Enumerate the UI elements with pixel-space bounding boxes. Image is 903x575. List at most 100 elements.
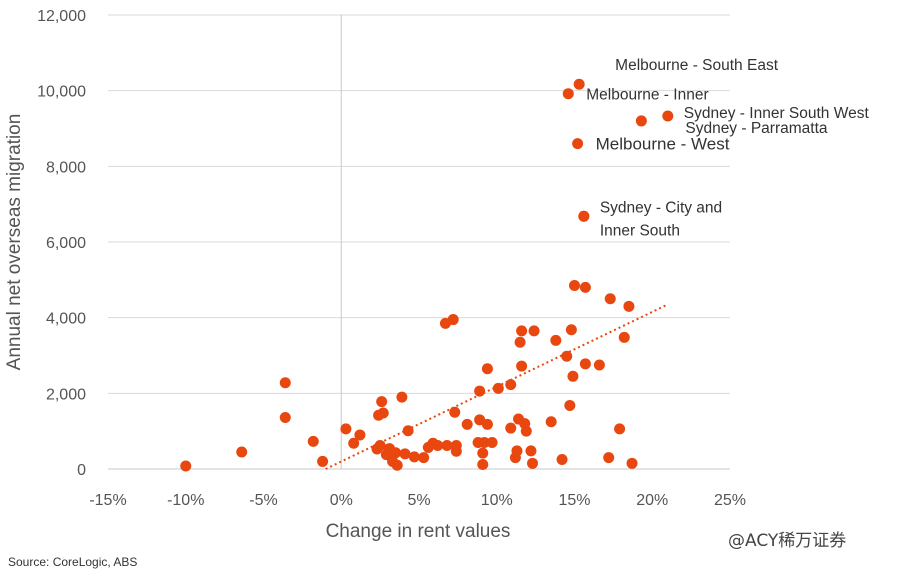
data-point xyxy=(402,425,414,437)
labeled-data-point xyxy=(578,210,590,222)
data-point xyxy=(450,445,462,457)
data-point xyxy=(348,437,360,449)
data-point xyxy=(593,359,605,371)
data-point xyxy=(564,399,576,411)
data-point xyxy=(391,459,403,471)
data-point xyxy=(516,325,528,337)
data-point xyxy=(354,429,366,441)
y-tick-label: 8,000 xyxy=(46,159,86,176)
data-point xyxy=(432,440,444,452)
x-tick-label: 10% xyxy=(481,492,513,509)
data-point xyxy=(603,452,615,464)
point-label: Sydney - Inner South West xyxy=(684,105,870,122)
data-point xyxy=(441,440,453,452)
data-point xyxy=(550,334,562,346)
data-point xyxy=(528,325,540,337)
data-point xyxy=(236,446,248,458)
data-point xyxy=(317,455,329,467)
x-tick-label: 20% xyxy=(636,492,668,509)
data-point xyxy=(556,454,568,466)
y-tick-labels: 0 2,000 4,000 6,000 8,000 10,000 12,000 xyxy=(37,8,86,479)
x-tick-label: -10% xyxy=(167,492,204,509)
x-tick-label: -15% xyxy=(89,492,126,509)
data-point xyxy=(569,280,580,292)
data-point xyxy=(447,314,459,326)
data-point xyxy=(481,418,493,430)
data-point xyxy=(579,358,591,370)
y-tick-label: 12,000 xyxy=(37,8,86,25)
data-point xyxy=(390,447,402,459)
labeled-data-point xyxy=(635,115,647,127)
trendline-path xyxy=(325,303,669,470)
trendline xyxy=(325,303,669,470)
data-point xyxy=(567,370,579,382)
axes xyxy=(108,15,730,470)
y-axis-title: Annual net overseas migration xyxy=(4,114,25,371)
y-tick-label: 6,000 xyxy=(46,235,86,252)
y-tick-label: 0 xyxy=(77,462,86,479)
data-point xyxy=(626,457,638,469)
watermark: @ACY稀万证券 xyxy=(728,531,847,551)
data-point xyxy=(374,440,386,452)
data-point xyxy=(180,460,192,472)
data-point xyxy=(408,451,420,463)
data-point xyxy=(604,293,616,305)
data-point xyxy=(376,396,388,408)
data-point xyxy=(307,435,319,447)
labeled-data-point xyxy=(662,110,674,122)
labeled-data-point xyxy=(572,138,584,150)
point-label: Sydney - City and xyxy=(600,199,722,216)
x-tick-label: 25% xyxy=(714,492,746,509)
data-point xyxy=(396,391,408,403)
data-points xyxy=(180,78,674,472)
point-label: Sydney - Parramatta xyxy=(685,120,828,137)
x-tick-label: 15% xyxy=(558,492,590,509)
data-point xyxy=(511,445,523,457)
source-note: Source: CoreLogic, ABS xyxy=(8,555,138,569)
data-point xyxy=(474,385,486,397)
y-tick-label: 2,000 xyxy=(46,386,86,403)
y-tick-label: 10,000 xyxy=(37,84,86,101)
data-point xyxy=(279,377,291,389)
x-tick-label: -5% xyxy=(249,492,277,509)
data-point xyxy=(525,445,537,457)
data-point xyxy=(514,336,526,348)
point-label: Melbourne - South East xyxy=(615,57,779,74)
data-point xyxy=(477,458,489,470)
data-point xyxy=(486,437,498,449)
data-point xyxy=(478,437,490,449)
x-axis-title: Change in rent values xyxy=(326,521,511,542)
data-point xyxy=(614,423,626,435)
x-tick-label: 0% xyxy=(330,492,353,509)
data-point xyxy=(516,360,528,372)
data-point xyxy=(418,452,430,464)
data-point xyxy=(279,412,291,424)
data-point xyxy=(505,422,517,434)
y-tick-label: 4,000 xyxy=(46,311,86,328)
point-label: Melbourne - West xyxy=(596,135,730,154)
data-point xyxy=(520,425,532,437)
data-point xyxy=(623,300,635,312)
data-point xyxy=(505,379,517,391)
data-point xyxy=(545,416,557,428)
data-point xyxy=(340,423,352,435)
point-label: Inner South xyxy=(600,222,680,239)
data-point xyxy=(461,418,473,430)
gridlines xyxy=(108,14,730,394)
point-label: Melbourne - Inner xyxy=(586,87,708,104)
data-point xyxy=(579,281,591,293)
x-tick-label: 5% xyxy=(407,492,430,509)
data-point xyxy=(449,406,461,418)
data-point xyxy=(481,363,493,375)
data-point xyxy=(561,350,573,362)
data-point xyxy=(399,448,411,460)
data-point xyxy=(527,457,539,469)
data-point xyxy=(477,447,489,459)
labeled-data-point xyxy=(562,88,574,100)
data-point xyxy=(565,324,577,336)
labeled-data-point xyxy=(573,78,585,90)
data-point xyxy=(492,382,504,394)
x-tick-labels: -15% -10% -5% 0% 5% 10% 15% 20% 25% xyxy=(89,492,746,509)
